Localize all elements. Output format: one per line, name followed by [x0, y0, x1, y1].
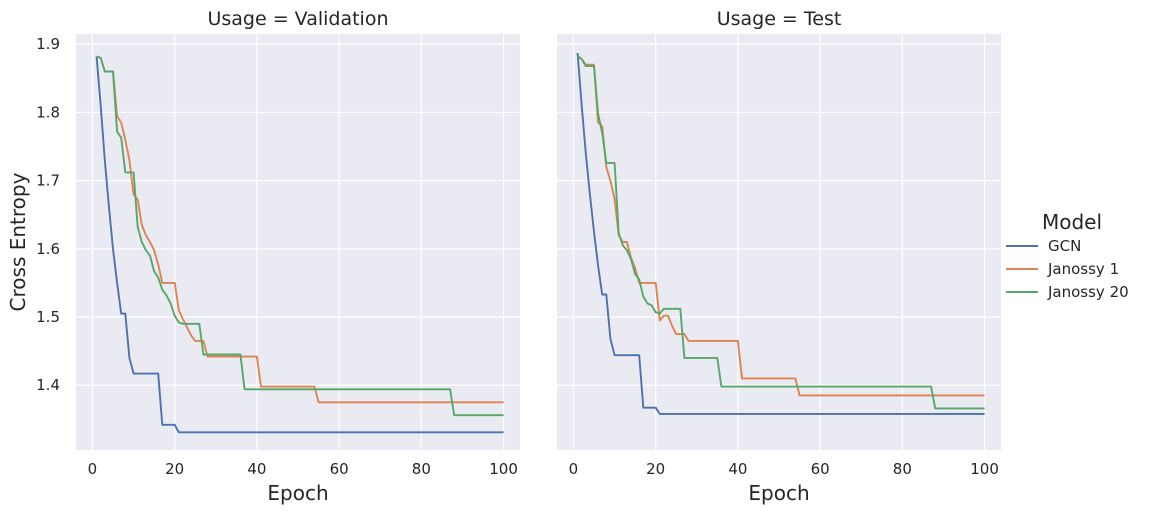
- series-line-janossy-20: [96, 55, 504, 417]
- x-tick-label: 80: [412, 460, 431, 478]
- legend-label-gcn: GCN: [1048, 237, 1081, 255]
- legend-title: Model: [1042, 210, 1102, 234]
- y-tick-label: 1.4: [36, 376, 60, 394]
- x-tick-label: 80: [893, 460, 912, 478]
- x-tick-label: 20: [165, 460, 184, 478]
- x-tick-label: 0: [569, 460, 579, 478]
- y-tick-label: 1.6: [36, 240, 60, 258]
- x-tick-label: 60: [811, 460, 830, 478]
- series-line-gcn: [576, 53, 985, 415]
- series-line-janossy-20: [576, 55, 985, 410]
- series-line-gcn: [95, 56, 504, 434]
- plot-background: [557, 34, 1001, 450]
- panel-validation: 0 20 40 60 80 100 1.4 1.5 1.6 1.7 1.8 1.9 Usage = Va…: [36, 8, 520, 505]
- y-tick-label: 1.5: [36, 308, 60, 326]
- legend: Model GCN Janossy 1 Janossy 20: [1006, 210, 1129, 301]
- panel-test: 0 20 40 60 80 100 Usage = Test Epoch: [557, 8, 1001, 505]
- legend-label-janossy-1: Janossy 1: [1047, 260, 1119, 278]
- panel-title: Usage = Test: [717, 8, 842, 30]
- y-tick-label: 1.7: [36, 172, 60, 190]
- x-tick-label: 20: [646, 460, 665, 478]
- panel-title: Usage = Validation: [207, 8, 388, 30]
- x-tick-label: 60: [330, 460, 349, 478]
- x-axis-label: Epoch: [748, 481, 809, 505]
- legend-label-janossy-20: Janossy 20: [1047, 283, 1129, 301]
- x-tick-label: 100: [489, 460, 518, 478]
- x-tick-label: 100: [970, 460, 999, 478]
- x-tick-label: 0: [88, 460, 98, 478]
- y-axis-label: Cross Entropy: [6, 172, 30, 311]
- y-tick-label: 1.9: [36, 35, 60, 53]
- y-tick-label: 1.8: [36, 103, 60, 121]
- x-axis-label: Epoch: [267, 481, 328, 505]
- x-tick-label: 40: [728, 460, 747, 478]
- series-line-janossy-1: [576, 55, 985, 397]
- x-tick-label: 40: [247, 460, 266, 478]
